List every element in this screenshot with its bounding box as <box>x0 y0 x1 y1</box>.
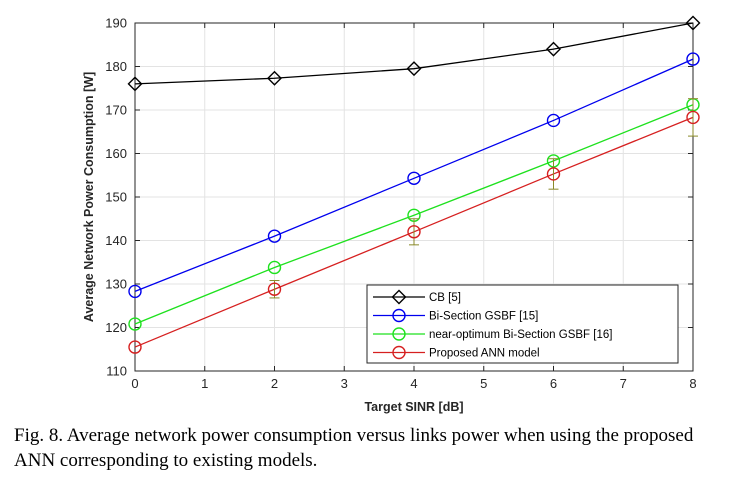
legend-item: near-optimum Bi-Section GSBF [16] <box>373 327 612 341</box>
legend-marker <box>392 345 406 360</box>
axes: 0 1 2 3 4 5 6 7 8 110 120 130 140 150 160 170 180 190 <box>105 16 696 392</box>
y-tick-label: 170 <box>105 103 127 118</box>
x-tick-label: 8 <box>689 376 696 391</box>
series-2 <box>128 52 700 299</box>
data-point <box>267 229 282 243</box>
legend-label: Bi-Section GSBF [15] <box>429 311 538 323</box>
y-tick-label: 130 <box>105 277 127 292</box>
data-point <box>546 113 561 128</box>
legend: CB [5] Bi-Section GSBF [15] near-optimum B… <box>366 284 679 364</box>
line-chart: 0 1 2 3 4 5 6 7 8 110 120 130 140 150 160 170 180 190 CB … <box>82 15 701 414</box>
data-point <box>267 260 282 275</box>
legend-marker <box>392 327 406 341</box>
legend-item: Proposed ANN model <box>373 345 540 360</box>
data-point <box>686 110 700 125</box>
x-tick-label: 2 <box>271 376 278 391</box>
legend-box <box>366 284 679 364</box>
legend-label: near-optimum Bi-Section GSBF [16] <box>429 329 612 341</box>
series-group <box>127 15 701 354</box>
y-tick-label: 180 <box>105 59 127 74</box>
x-tick-label: 7 <box>620 376 627 391</box>
y-tick-label: 120 <box>105 320 127 335</box>
data-point <box>407 171 421 185</box>
legend-item: Bi-Section GSBF [15] <box>373 308 538 323</box>
data-point <box>128 284 142 299</box>
legend-label: CB [5] <box>429 292 461 304</box>
legend-item: CB [5] <box>373 289 461 305</box>
y-axis-label: Average Network Power Consumption [W] <box>82 72 96 322</box>
data-point <box>128 317 142 331</box>
series-line <box>134 22 694 85</box>
data-point <box>546 167 561 181</box>
figure-caption: Fig. 8. Average network power consumptio… <box>14 425 694 471</box>
data-point <box>407 225 421 239</box>
series-line <box>134 58 694 292</box>
y-tick-label: 110 <box>106 364 127 379</box>
x-tick-label: 3 <box>341 376 348 391</box>
data-point <box>267 70 282 86</box>
data-point <box>685 15 701 31</box>
legend-marker <box>391 289 407 305</box>
legend-marker <box>392 308 406 323</box>
x-axis-label: Target SINR [dB] <box>364 400 463 414</box>
y-tick-label: 160 <box>105 146 127 161</box>
data-point <box>127 76 143 92</box>
x-tick-label: 6 <box>550 376 557 391</box>
y-tick-label: 190 <box>105 16 127 31</box>
x-tick-label: 4 <box>410 376 417 391</box>
y-tick-label: 150 <box>105 190 127 205</box>
data-point <box>686 52 700 66</box>
data-point <box>546 41 561 57</box>
legend-label: Proposed ANN model <box>429 348 540 360</box>
data-point <box>406 61 422 77</box>
data-point <box>267 282 282 296</box>
data-point <box>128 340 142 354</box>
x-tick-label: 0 <box>131 376 138 391</box>
series-4 <box>128 98 700 354</box>
series-line <box>134 104 694 325</box>
series-1 <box>127 15 701 92</box>
y-tick-label: 140 <box>105 233 127 248</box>
x-tick-label: 5 <box>480 376 487 391</box>
x-tick-label: 1 <box>201 376 208 391</box>
